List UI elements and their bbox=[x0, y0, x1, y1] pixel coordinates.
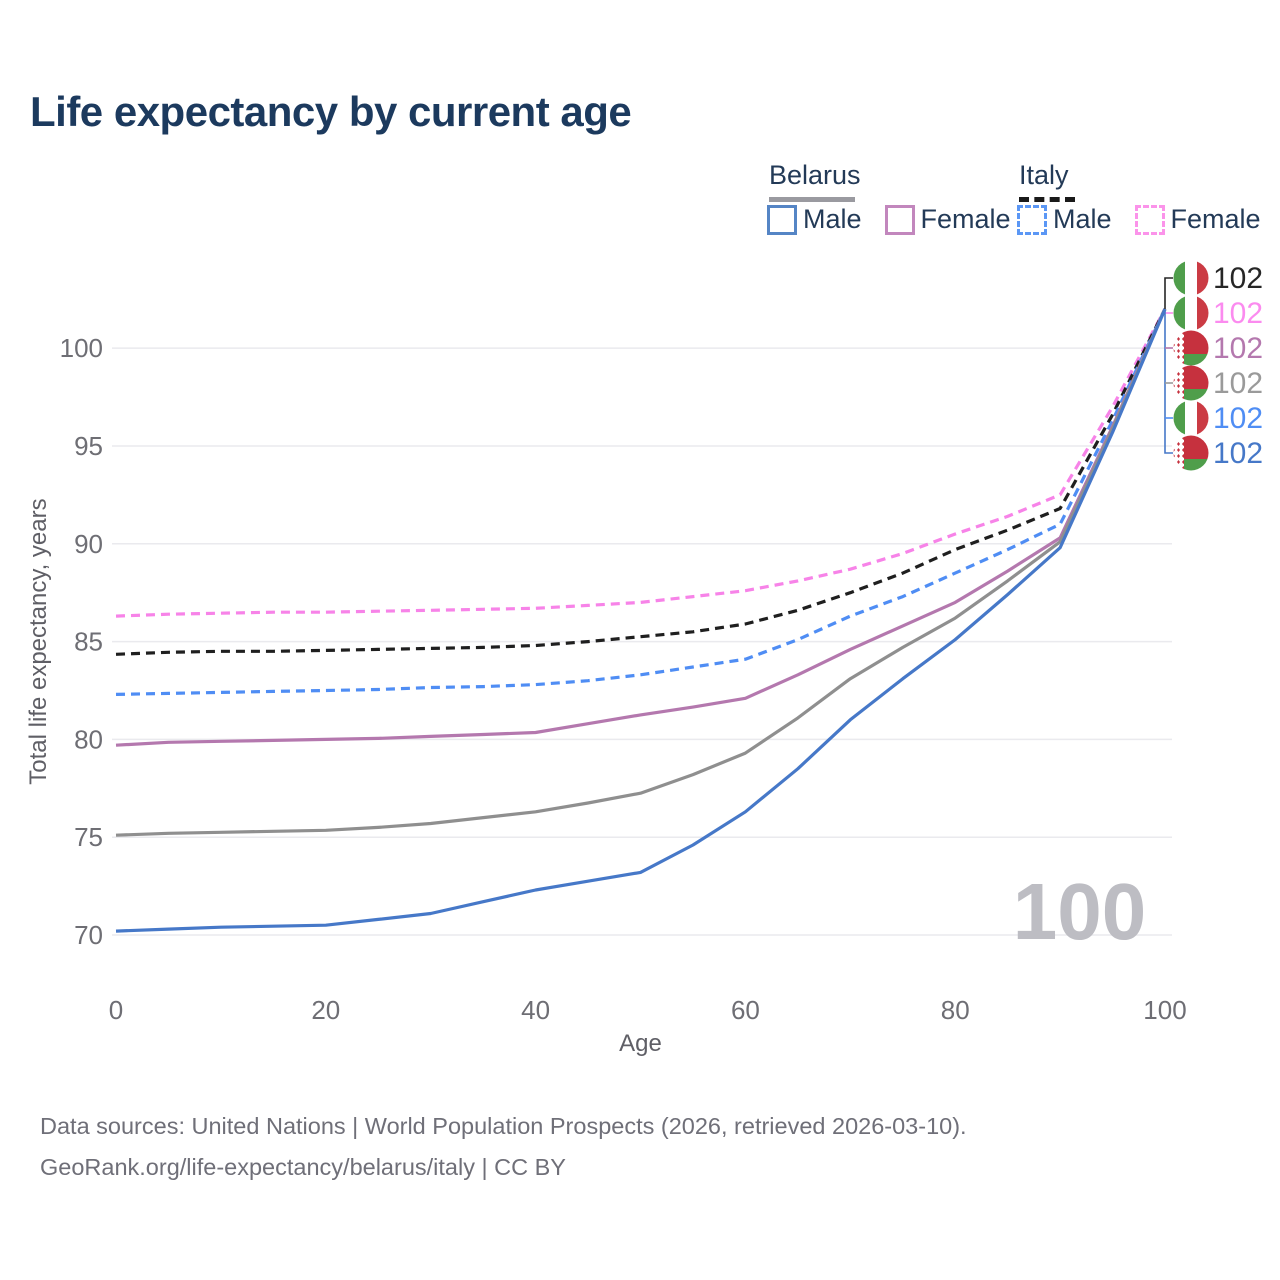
data-sources-line: Data sources: United Nations | World Pop… bbox=[40, 1113, 967, 1139]
y-tick-label: 70 bbox=[74, 920, 103, 950]
attribution-line: GeoRank.org/life-expectancy/belarus/ital… bbox=[40, 1154, 566, 1180]
y-tick-label: 95 bbox=[74, 431, 103, 461]
legend-item-belarus-male[interactable]: Male bbox=[767, 204, 862, 235]
y-tick-label: 100 bbox=[60, 333, 103, 363]
end-value-label-italy-female: 102 bbox=[1213, 297, 1263, 330]
series-line-belarus-both-sexes[interactable] bbox=[115, 308, 1167, 837]
hover-age-watermark: 100 bbox=[1012, 867, 1147, 956]
legend-group-belarus-label: Belarus bbox=[769, 160, 861, 190]
x-axis-title: Age bbox=[619, 1030, 662, 1057]
italy-male-swatch-icon[interactable] bbox=[1017, 204, 1047, 235]
legend-item-label[interactable]: Female bbox=[920, 204, 1011, 234]
end-value-label-italy-both-sexes: 102 bbox=[1213, 262, 1263, 295]
italy-flag-icon bbox=[1173, 295, 1209, 331]
x-tick-label: 100 bbox=[1143, 995, 1186, 1025]
series-line-belarus-female[interactable] bbox=[115, 308, 1167, 747]
legend-item-label[interactable]: Female bbox=[1170, 204, 1261, 234]
page-title: Life expectancy by current age bbox=[30, 88, 632, 135]
legend-group-italy-label: Italy bbox=[1019, 160, 1069, 190]
x-tick-label: 60 bbox=[731, 995, 760, 1025]
legend-item-label[interactable]: Male bbox=[803, 204, 862, 234]
legend-row-belarus: Male Female bbox=[767, 204, 1011, 235]
belarus-flag-icon bbox=[1173, 435, 1209, 471]
legend-item-italy-female[interactable]: Female bbox=[1134, 204, 1261, 235]
leader-line bbox=[1164, 311, 1173, 454]
y-tick-label: 80 bbox=[74, 724, 103, 754]
belarus-flag-icon bbox=[1173, 365, 1209, 401]
series-line-belarus-male[interactable] bbox=[115, 308, 1167, 933]
x-tick-label: 40 bbox=[521, 995, 550, 1025]
end-value-label-belarus-female: 102 bbox=[1213, 332, 1263, 365]
end-value-label-italy-male: 102 bbox=[1213, 402, 1263, 435]
y-tick-label: 75 bbox=[74, 822, 103, 852]
italy-female-swatch-icon[interactable] bbox=[1134, 204, 1165, 235]
y-tick-label: 85 bbox=[74, 627, 103, 657]
y-axis-title: Total life expectancy, years bbox=[25, 498, 52, 784]
belarus-flag-icon bbox=[1173, 330, 1209, 366]
leader-line bbox=[1164, 277, 1173, 309]
legend-belarus-linestyle-swatch bbox=[769, 197, 855, 202]
footer: Data sources: United Nations | World Pop… bbox=[40, 1106, 967, 1188]
y-tick-label: 90 bbox=[74, 529, 103, 559]
x-tick-label: 20 bbox=[311, 995, 340, 1025]
series-line-italy-both-sexes[interactable] bbox=[115, 308, 1167, 656]
legend-item-label[interactable]: Male bbox=[1053, 204, 1112, 234]
italy-flag-icon bbox=[1173, 400, 1209, 436]
legend-row-italy: Male Female bbox=[1017, 204, 1261, 235]
end-value-label-belarus-male: 102 bbox=[1213, 437, 1263, 470]
italy-flag-icon bbox=[1173, 260, 1209, 296]
belarus-female-swatch-icon[interactable] bbox=[884, 204, 915, 235]
end-value-label-belarus-both-sexes: 102 bbox=[1213, 367, 1263, 400]
series-line-italy-male[interactable] bbox=[115, 308, 1167, 696]
belarus-male-swatch-icon[interactable] bbox=[767, 204, 797, 235]
x-tick-label: 0 bbox=[109, 995, 123, 1025]
x-tick-label: 80 bbox=[941, 995, 970, 1025]
legend-italy-linestyle-swatch bbox=[1019, 197, 1075, 202]
legend-item-belarus-female[interactable]: Female bbox=[884, 204, 1011, 235]
legend-item-italy-male[interactable]: Male bbox=[1017, 204, 1112, 235]
